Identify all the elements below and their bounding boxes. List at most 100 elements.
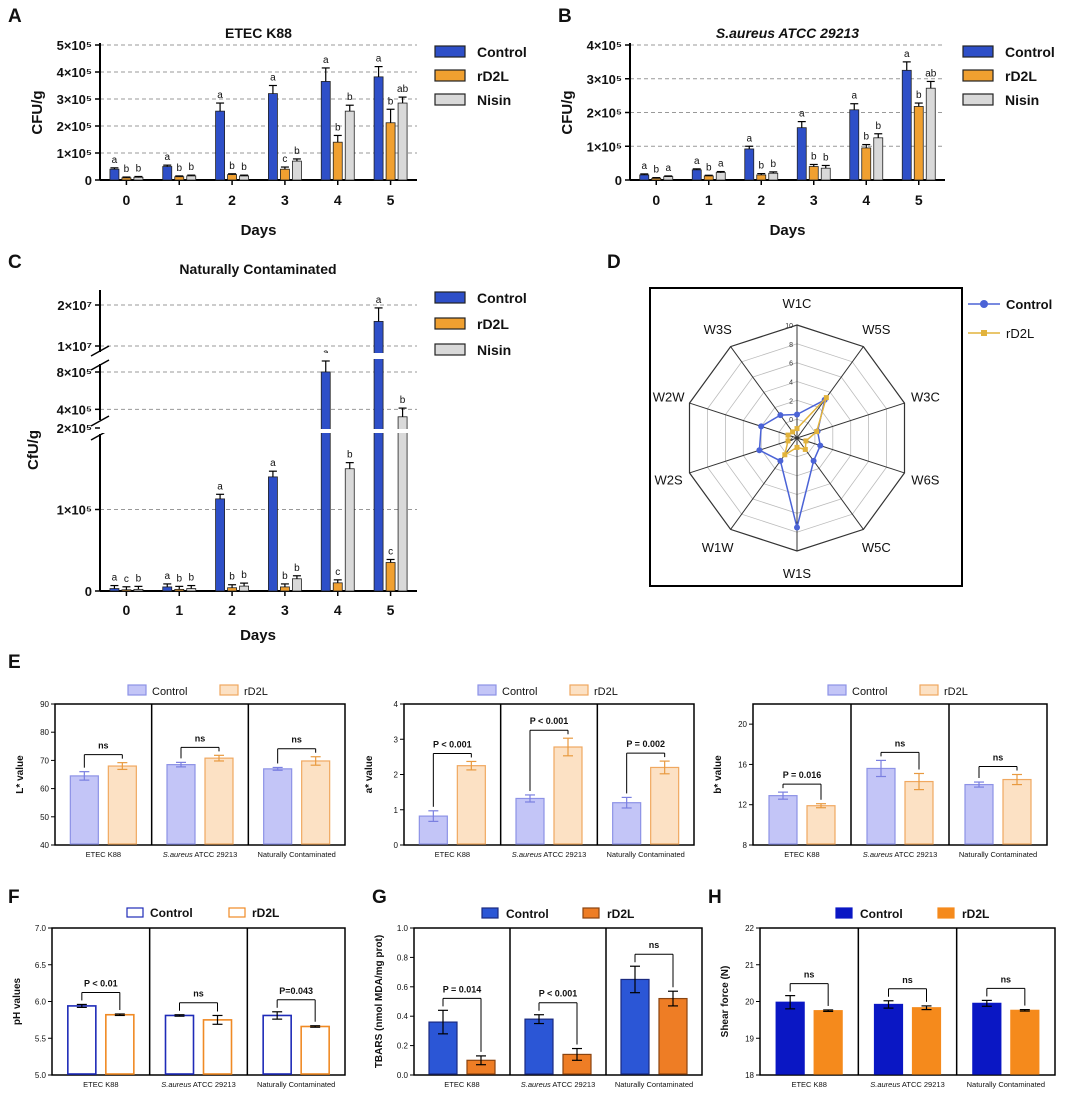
y-axis-title: CfU/g bbox=[25, 430, 42, 470]
significance-annotation: P = 0.016 bbox=[783, 770, 822, 780]
significance-letter: b bbox=[875, 121, 881, 132]
y-axis-title: CFU/g bbox=[559, 90, 576, 134]
significance-annotation: ns bbox=[291, 735, 302, 745]
significance-annotation: ns bbox=[902, 975, 913, 985]
significance-letter: b bbox=[188, 162, 194, 173]
bar-rd2l-day-3 bbox=[280, 586, 290, 592]
y-tick-label: 1 bbox=[394, 806, 399, 815]
legend-label-control: Control bbox=[506, 907, 549, 921]
radar-point-control bbox=[817, 442, 824, 449]
panel-letter-f: F bbox=[8, 887, 20, 908]
bar-control-etec-k88 bbox=[67, 1005, 97, 1075]
y-tick-label: 40 bbox=[40, 841, 49, 850]
bar-rd2l-day-0 bbox=[121, 177, 132, 181]
chart-title-b: S.aureus ATCC 29213 bbox=[716, 25, 859, 41]
y-tick-label: 0.6 bbox=[397, 983, 409, 992]
x-tick-label-etec-k88: ETEC K88 bbox=[784, 850, 819, 859]
bar-rd2l-day-4 bbox=[332, 582, 343, 592]
x-tick-label: 4 bbox=[334, 192, 342, 208]
bar-control-day-4 bbox=[320, 371, 331, 592]
bar-control-day-5 bbox=[901, 69, 912, 181]
significance-letter: b bbox=[136, 163, 142, 174]
x-tick-label-s-aureus: S.aureus ATCC 29213 bbox=[521, 1080, 596, 1089]
significance-letter: c bbox=[282, 154, 287, 165]
bar-nisin-day-2 bbox=[239, 175, 249, 181]
radar-point-control bbox=[777, 412, 784, 419]
significance-annotation: P = 0.002 bbox=[626, 739, 665, 749]
bar-nisin-day-4 bbox=[344, 110, 355, 181]
bar-control-day-5 bbox=[373, 320, 384, 592]
y-tick-label: 1.0 bbox=[397, 924, 409, 933]
bar-rd2l-naturally-contaminated bbox=[301, 760, 331, 845]
legend-swatch-rd2l bbox=[582, 907, 600, 919]
bar-control-day-3 bbox=[268, 93, 278, 181]
bar-control-day-0 bbox=[109, 588, 120, 592]
bar-nisin-day-3 bbox=[292, 578, 302, 592]
legend-swatch-rd2l bbox=[228, 907, 246, 918]
bar-control-naturally-contaminated bbox=[972, 1002, 1002, 1075]
significance-letter: a bbox=[217, 481, 223, 492]
x-tick-label: 5 bbox=[915, 192, 923, 208]
y-axis-title: CFU/g bbox=[29, 90, 46, 134]
significance-letter: a bbox=[376, 295, 382, 306]
x-tick-label: 3 bbox=[810, 192, 818, 208]
species-italic: S.aureus bbox=[163, 850, 193, 859]
y-tick-label: 3×10⁵ bbox=[587, 72, 622, 87]
significance-annotation: ns bbox=[195, 733, 206, 743]
y-tick-label: 5.5 bbox=[35, 1034, 47, 1043]
bar-control-day-1 bbox=[162, 586, 173, 592]
radar-axis-label-w2s: W2S bbox=[655, 473, 684, 488]
significance-letter: a bbox=[270, 73, 276, 84]
bar-rd2l-naturally-contaminated bbox=[650, 766, 680, 845]
bar-control-naturally-contaminated bbox=[262, 1014, 292, 1075]
bar-control-day-4 bbox=[849, 109, 860, 181]
significance-letter: b bbox=[388, 96, 394, 107]
significance-annotation: ns bbox=[993, 753, 1004, 763]
legend-label-control: Control bbox=[152, 686, 187, 698]
legend-swatch-control bbox=[827, 684, 847, 696]
legend-label-control: Control bbox=[477, 44, 527, 60]
bar-control-s-aureus-atcc-29213 bbox=[164, 1014, 195, 1075]
y-tick-label: 5×10⁵ bbox=[57, 38, 92, 53]
axis-break-mark bbox=[90, 359, 110, 371]
x-tick-label: 2 bbox=[228, 602, 236, 618]
x-tick-label-etec-k88: ETEC K88 bbox=[435, 850, 470, 859]
radar-ring-label: 10 bbox=[785, 323, 793, 330]
y-tick-label: 20 bbox=[738, 720, 747, 729]
y-axis-title: TBARS (nmol MDA/mg prot) bbox=[374, 935, 385, 1068]
radar-axis-label-w3s: W3S bbox=[704, 322, 733, 337]
legend-label-control: Control bbox=[150, 906, 193, 920]
y-tick-label: 0.8 bbox=[397, 953, 409, 962]
y-axis-title: Shear force (N) bbox=[720, 966, 731, 1038]
legend-label-control: Control bbox=[502, 686, 537, 698]
radar-spoke bbox=[796, 437, 905, 474]
y-tick-label: 0.0 bbox=[397, 1071, 409, 1080]
species-italic: S.aureus bbox=[863, 850, 893, 859]
bar-rd2l-day-4 bbox=[861, 147, 872, 181]
y-tick-label: 4 bbox=[394, 700, 399, 709]
bar-control-day-1 bbox=[691, 169, 702, 181]
radar-ring-label: 2 bbox=[789, 398, 793, 405]
legend-label-rd2l: rD2L bbox=[607, 907, 634, 921]
bar-control-s-aureus-atcc-29213 bbox=[866, 767, 896, 845]
bar-nisin-day-0 bbox=[133, 176, 144, 181]
radar-point-control bbox=[777, 457, 784, 464]
y-tick-label: 0 bbox=[85, 173, 92, 188]
panel-letter-b: B bbox=[558, 6, 572, 27]
x-tick-label-s-aureus: S.aureus ATCC 29213 bbox=[512, 850, 587, 859]
strain-label: ATCC 29213 bbox=[191, 1080, 235, 1089]
radar-axis-label-w5c: W5C bbox=[862, 540, 891, 555]
significance-letter: b bbox=[294, 563, 300, 574]
x-tick-label: 1 bbox=[175, 602, 183, 618]
radar-frame bbox=[649, 287, 963, 587]
legend-label-nisin: Nisin bbox=[477, 92, 511, 108]
y-tick-label: 0 bbox=[394, 841, 399, 850]
bar-rd2l-s-aureus-atcc-29213 bbox=[911, 1007, 942, 1075]
radar-axis-label-w3c: W3C bbox=[911, 389, 940, 404]
x-tick-label: 5 bbox=[387, 602, 395, 618]
significance-letter: b bbox=[241, 162, 247, 173]
significance-letter: b bbox=[811, 151, 817, 162]
x-tick-label: 4 bbox=[334, 602, 342, 618]
bar-nisin-day-3 bbox=[292, 160, 302, 181]
significance-letter: b bbox=[188, 573, 194, 584]
